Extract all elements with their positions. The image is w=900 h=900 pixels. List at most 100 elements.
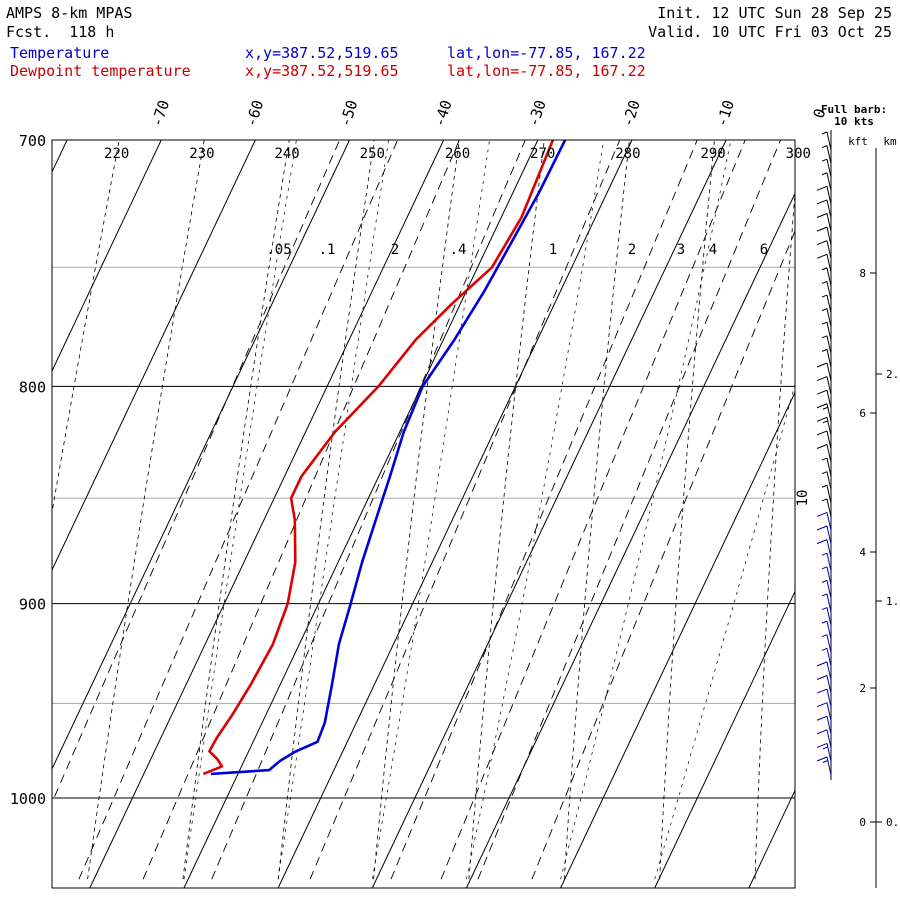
dewpoint-profile-line — [202, 140, 555, 776]
legend-temperature-xy: x,y=387.52,519.65 — [245, 44, 399, 62]
full-barb-note: Full barb: — [821, 103, 887, 116]
dry-adiabat — [659, 140, 715, 880]
wind-barb — [821, 566, 832, 585]
plot-layer — [202, 140, 567, 776]
isotherm — [52, 140, 350, 771]
valid-time: Valid. 10 UTC Fri 03 Oct 25 — [648, 23, 892, 41]
isotherm — [277, 140, 633, 888]
wind-barb-panel: Full barb:10 kts — [816, 103, 887, 780]
moist-adiabat-label: 10 — [795, 490, 811, 507]
isotherm — [183, 140, 539, 888]
theta-label: 300 — [786, 146, 811, 162]
wind-barb — [816, 430, 832, 450]
wind-barb — [816, 539, 832, 558]
mixing-ratio-label: .1 — [319, 242, 336, 258]
dry-adiabat — [373, 140, 460, 880]
wind-barb — [821, 647, 832, 667]
legend-temperature-latlon: lat,lon=-77.85, 167.22 — [447, 44, 646, 62]
theta-label: 220 — [104, 146, 129, 162]
isotherm — [560, 391, 795, 888]
isotherm — [52, 140, 256, 572]
wind-barb — [816, 742, 832, 762]
wind-barb — [821, 457, 832, 477]
theta-label: 240 — [274, 146, 299, 162]
wind-barb — [821, 607, 832, 626]
wind-barb — [821, 498, 832, 517]
dry-adiabat — [182, 140, 290, 880]
isotherm — [371, 140, 727, 888]
temperature-tick-label: -60 — [242, 98, 267, 129]
mixing-ratio-line — [440, 140, 746, 880]
wind-barb — [816, 253, 832, 273]
pressure-tick-label: 800 — [19, 378, 46, 396]
wind-barb — [816, 389, 832, 409]
wind-barb — [816, 403, 832, 422]
wind-barb — [816, 444, 832, 463]
mixing-ratio-label: 1 — [549, 242, 557, 258]
dry-adiabat — [87, 140, 205, 880]
wind-barb — [821, 131, 832, 151]
mixing-ratio-line — [211, 140, 526, 880]
init-time: Init. 12 UTC Sun 28 Sep 25 — [657, 4, 892, 22]
mixing-ratio-line — [52, 140, 341, 804]
height-axis: kft km 0 2 4 6 8 0. 1. 2. — [848, 135, 899, 888]
wind-barb — [816, 688, 832, 708]
height-unit-kft: kft — [848, 135, 868, 148]
wind-barb — [821, 280, 832, 300]
wind-barb — [816, 240, 832, 259]
wind-barb — [821, 634, 832, 653]
wind-barb — [816, 525, 832, 545]
wind-barb — [821, 579, 832, 599]
wind-barb — [821, 158, 832, 178]
wind-barb — [816, 213, 832, 232]
mixing-ratio-line — [78, 140, 399, 880]
moist-adiabat — [466, 140, 605, 880]
mixing-ratio-line — [309, 140, 621, 880]
mixing-ratio-label: 3 — [677, 242, 685, 258]
mixing-ratio-line — [142, 140, 460, 880]
dry-adiabat — [850, 114, 886, 880]
wind-barb — [816, 756, 832, 776]
wind-barb — [816, 702, 832, 721]
wind-barb — [821, 294, 832, 314]
moist-adiabat — [277, 140, 389, 880]
plot-frame — [51, 139, 796, 889]
temperature-tick-label: -30 — [524, 98, 549, 129]
mixing-ratio-label: 6 — [760, 242, 768, 258]
dry-adiabat — [754, 189, 795, 880]
temperature-tick-label: -70 — [148, 98, 173, 129]
mixing-ratio-line — [531, 229, 795, 880]
isotherm — [748, 789, 795, 888]
dry-adiabat — [468, 140, 545, 880]
isotherm — [89, 140, 445, 888]
wind-barb — [821, 484, 832, 504]
wind-barb — [821, 348, 832, 368]
wind-barb — [816, 729, 832, 748]
isotherm — [52, 140, 162, 373]
isotherm — [52, 140, 68, 174]
wind-barb — [821, 552, 832, 572]
wind-barb — [816, 715, 832, 735]
wind-barb — [821, 593, 832, 613]
full-barb-speed: 10 kts — [834, 115, 874, 128]
mixing-ratio-label: .05 — [266, 242, 291, 258]
mixing-ratio-label: .4 — [450, 242, 467, 258]
temperature-tick-label: -40 — [430, 98, 455, 129]
mixing-ratio-label: 4 — [709, 242, 717, 258]
forecast-hour: Fcst. 118 h — [6, 23, 115, 41]
height-tick-km-label: 1. — [886, 595, 899, 608]
wind-barb — [821, 471, 832, 490]
height-tick-kft-label: 0 — [859, 816, 866, 829]
wind-barb — [816, 185, 832, 205]
theta-label: 260 — [445, 146, 470, 162]
theta-label: 270 — [530, 146, 555, 162]
wind-barb — [816, 675, 832, 694]
wind-barb — [816, 362, 832, 382]
mixing-ratio-label: 2 — [391, 242, 399, 258]
pressure-tick-label: 900 — [19, 596, 46, 614]
pressure-tick-label: 1000 — [10, 790, 46, 808]
wind-barb — [821, 321, 832, 341]
grid-layer — [52, 114, 886, 888]
height-tick-kft-label: 2 — [859, 682, 866, 695]
